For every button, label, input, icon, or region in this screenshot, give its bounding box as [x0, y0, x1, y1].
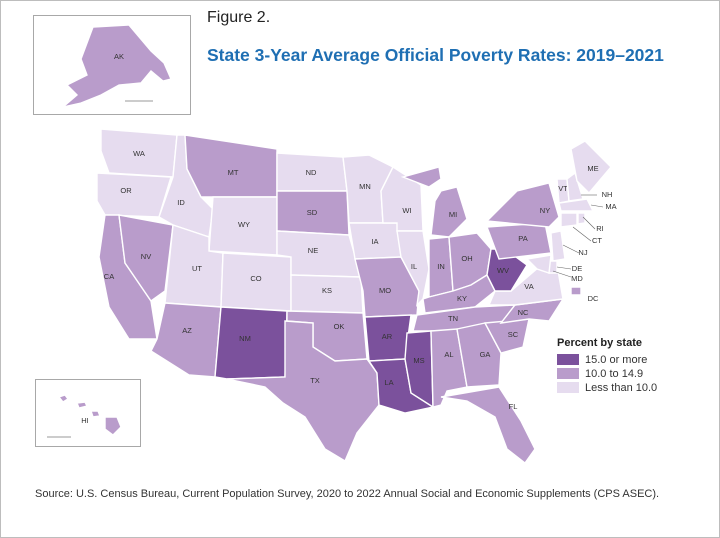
label-ca: CA [104, 272, 114, 281]
label-or: OR [120, 186, 132, 195]
label-ia: IA [371, 237, 378, 246]
label-va: VA [524, 282, 533, 291]
label-ut: UT [192, 264, 202, 273]
state-az [150, 302, 222, 378]
label-wa: WA [133, 149, 145, 158]
us-map: AK HI WA OR CA NV ID MT WY UT CO AZ NM N… [47, 24, 617, 465]
label-vt: VT [558, 184, 568, 193]
label-mt: MT [228, 168, 239, 177]
state-wv [486, 248, 528, 292]
label-mo: MO [379, 286, 391, 295]
state-ma [558, 198, 595, 212]
label-mn: MN [359, 182, 371, 191]
hawaii-inset [35, 379, 141, 447]
label-ky: KY [457, 294, 467, 303]
state-ms [404, 330, 434, 409]
label-sc: SC [508, 330, 519, 339]
label-ne: NE [308, 246, 318, 255]
label-mi: MI [449, 210, 457, 219]
label-ma: MA [605, 202, 616, 211]
state-me [570, 140, 612, 195]
legend-label-high: 15.0 or more [585, 353, 648, 366]
label-fl: FL [509, 402, 518, 411]
label-de: DE [572, 264, 582, 273]
label-nc: NC [518, 308, 529, 317]
label-dc: DC [588, 294, 599, 303]
legend: Percent by state 15.0 or more 10.0 to 14… [557, 337, 657, 395]
state-md [525, 254, 552, 274]
label-co: CO [250, 274, 261, 283]
state-ri [577, 212, 586, 225]
label-nh: NH [602, 190, 613, 199]
state-dc [570, 286, 582, 296]
legend-item-mid: 10.0 to 14.9 [557, 367, 657, 380]
legend-title: Percent by state [557, 337, 642, 349]
label-az: AZ [182, 326, 192, 335]
leader-lines [552, 194, 604, 278]
label-wy: WY [238, 220, 250, 229]
legend-swatch-low [557, 382, 579, 393]
label-nm: NM [239, 334, 251, 343]
legend-item-high: 15.0 or more [557, 353, 657, 366]
label-ri: RI [596, 224, 604, 233]
label-ny: NY [540, 206, 550, 215]
label-wv: WV [497, 266, 509, 275]
label-al: AL [444, 350, 453, 359]
legend-label-mid: 10.0 to 14.9 [585, 367, 644, 380]
label-il: IL [411, 262, 417, 271]
label-ct: CT [592, 236, 602, 245]
state-va [487, 264, 564, 306]
label-nv: NV [141, 252, 151, 261]
figure-label: Figure 2. [207, 9, 271, 26]
source-note: Source: U.S. Census Bureau, Current Popu… [35, 488, 660, 500]
legend-item-low: Less than 10.0 [557, 381, 657, 394]
label-ms: MS [413, 356, 424, 365]
alaska-inset [33, 15, 191, 115]
label-nd: ND [306, 168, 317, 177]
label-tx: TX [310, 376, 320, 385]
state-mt [184, 134, 278, 198]
state-ak [62, 24, 172, 108]
state-ga [456, 322, 502, 388]
label-wi: WI [402, 206, 411, 215]
label-hi: HI [81, 416, 89, 425]
label-nj: NJ [578, 248, 587, 257]
legend-swatch-high [557, 354, 579, 365]
label-la: LA [384, 378, 393, 387]
label-sd: SD [307, 208, 318, 217]
label-ak: AK [114, 52, 124, 61]
state-wi [380, 165, 424, 232]
state-ny [485, 182, 560, 228]
state-nv [118, 214, 174, 302]
label-id: ID [177, 198, 185, 207]
state-nm [214, 306, 288, 380]
label-ok: OK [334, 322, 345, 331]
legend-label-low: Less than 10.0 [585, 381, 658, 394]
legend-swatch-mid [557, 368, 579, 379]
label-pa: PA [518, 234, 527, 243]
figure-title: State 3-Year Average Official Poverty Ra… [207, 45, 664, 65]
state-ct [560, 212, 578, 228]
label-ar: AR [382, 332, 393, 341]
label-tn: TN [448, 314, 458, 323]
label-oh: OH [461, 254, 472, 263]
state-hi [57, 394, 122, 436]
state-or [96, 172, 172, 218]
label-ks: KS [322, 286, 332, 295]
label-ga: GA [480, 350, 491, 359]
state-fl [440, 386, 536, 465]
state-il [396, 230, 430, 307]
state-tx [226, 320, 380, 463]
label-md: MD [571, 274, 583, 283]
label-me: ME [587, 164, 598, 173]
label-in: IN [437, 262, 445, 271]
state-nj [550, 230, 566, 262]
